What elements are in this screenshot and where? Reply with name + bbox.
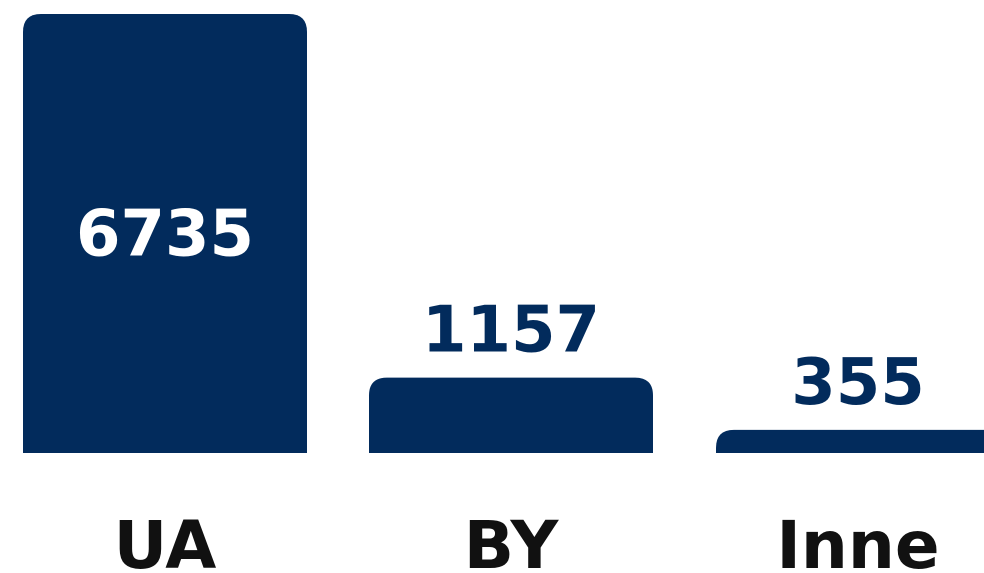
value-label-ua: 6735 (76, 198, 254, 272)
value-label-by: 1157 (422, 294, 600, 368)
value-label-inne: 355 (791, 346, 925, 420)
category-label-by: BY (464, 507, 560, 573)
category-label-inne: Inne (776, 507, 939, 573)
value-labels-group: 6735 1157 355 (76, 198, 925, 420)
bar-by (369, 377, 653, 453)
category-label-ua: UA (114, 507, 217, 573)
bar-ua (23, 14, 307, 453)
bars-group (23, 14, 984, 453)
category-labels-group: UA BY Inne (114, 507, 940, 573)
bar-inne (716, 429, 984, 453)
